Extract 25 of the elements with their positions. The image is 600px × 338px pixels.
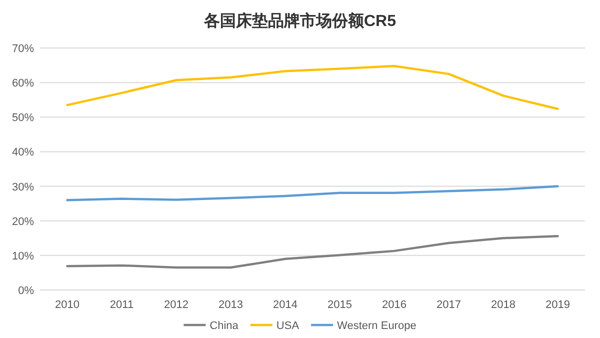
line-series bbox=[66, 64, 559, 110]
x-tick-label: 2015 bbox=[328, 299, 352, 311]
y-tick-label: 10% bbox=[12, 250, 34, 262]
x-tick-label: 2016 bbox=[382, 299, 406, 311]
legend-label: China bbox=[210, 320, 240, 332]
x-tick-label: 2017 bbox=[436, 299, 461, 311]
line-series bbox=[66, 234, 559, 269]
line-series bbox=[66, 185, 559, 202]
y-tick-label: 60% bbox=[12, 78, 34, 90]
x-tick-label: 2019 bbox=[546, 299, 570, 311]
legend-label: USA bbox=[276, 320, 300, 332]
x-tick-label: 2010 bbox=[55, 299, 80, 311]
legend-label: Western Europe bbox=[337, 320, 416, 332]
y-tick-label: 20% bbox=[12, 216, 34, 228]
y-tick-label: 40% bbox=[12, 146, 34, 159]
x-tick-label: 2011 bbox=[110, 299, 134, 311]
x-tick-label: 2018 bbox=[491, 299, 516, 311]
x-tick-label: 2013 bbox=[218, 299, 243, 311]
x-tick-label: 2012 bbox=[164, 299, 188, 311]
y-tick-label: 50% bbox=[12, 112, 34, 124]
y-tick-label: 30% bbox=[12, 181, 34, 194]
x-tick-label: 2014 bbox=[273, 299, 298, 311]
y-tick-label: 70% bbox=[12, 43, 34, 55]
chart-title: 各国床垫品牌市场份额CR5 bbox=[202, 12, 396, 30]
y-tick-label: 0% bbox=[18, 285, 34, 297]
